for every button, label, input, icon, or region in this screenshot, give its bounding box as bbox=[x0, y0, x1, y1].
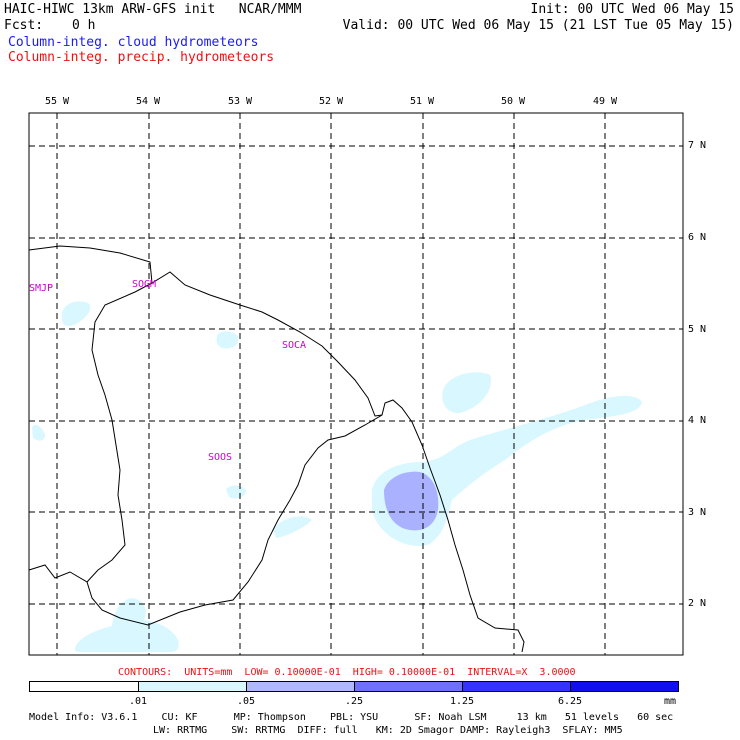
colorbar-label: .05 bbox=[236, 696, 256, 707]
colorbar-label: .25 bbox=[344, 696, 364, 707]
contour-info: CONTOURS: UNITS=mm LOW= 0.10000E-01 HIGH… bbox=[118, 667, 576, 678]
forecast-hour: 0 h bbox=[72, 18, 96, 33]
lat-label-4n: 4 N bbox=[688, 415, 707, 426]
model-info-line2: LW: RRTMG SW: RRTMG DIFF: full KM: 2D Sm… bbox=[153, 725, 623, 736]
station-label: SOOS bbox=[208, 452, 233, 463]
colorbar-label: 1.25 bbox=[449, 696, 475, 707]
colorbar-segment bbox=[29, 681, 139, 692]
lat-label-7n: 7 N bbox=[688, 140, 707, 151]
colorbar-units: mm bbox=[664, 696, 677, 707]
model-info-line1: Model Info: V3.6.1 CU: KF MP: Thompson P… bbox=[29, 712, 674, 723]
lon-label-53w: 53 W bbox=[228, 96, 253, 107]
cloud-contour-medium bbox=[384, 471, 439, 531]
lon-label-50w: 50 W bbox=[501, 96, 526, 107]
station-label: SOCA bbox=[282, 340, 307, 351]
plot-title: HAIC-HIWC 13km ARW-GFS init NCAR/MMM bbox=[4, 2, 302, 17]
field-precip-label: Column-integ. precip. hydrometeors bbox=[8, 50, 275, 65]
colorbar-segment bbox=[354, 681, 463, 692]
lat-label-5n: 5 N bbox=[688, 324, 707, 335]
forecast-label: Fcst: bbox=[4, 18, 44, 33]
map-frame bbox=[28, 112, 684, 656]
colorbar-segment bbox=[138, 681, 247, 692]
lat-label-6n: 6 N bbox=[688, 232, 707, 243]
lon-label-54w: 54 W bbox=[136, 96, 161, 107]
lon-label-52w: 52 W bbox=[319, 96, 344, 107]
colorbar-segment bbox=[246, 681, 355, 692]
colorbar-segment bbox=[570, 681, 679, 692]
coastlines-and-borders bbox=[28, 245, 525, 653]
init-time: Init: 00 UTC Wed 06 May 15 bbox=[530, 2, 735, 17]
cloud-contour-light bbox=[32, 301, 642, 652]
colorbar-segment bbox=[462, 681, 571, 692]
colorbar-label: 6.25 bbox=[557, 696, 583, 707]
valid-time: Valid: 00 UTC Wed 06 May 15 (21 LST Tue … bbox=[342, 18, 734, 33]
lon-label-55w: 55 W bbox=[45, 96, 70, 107]
lat-lon-grid bbox=[29, 113, 683, 655]
lat-label-2n: 2 N bbox=[688, 598, 707, 609]
lon-label-51w: 51 W bbox=[410, 96, 435, 107]
field-cloud-label: Column-integ. cloud hydrometeors bbox=[8, 35, 259, 50]
station-label: SMJP bbox=[29, 283, 54, 294]
lat-label-3n: 3 N bbox=[688, 507, 707, 518]
colorbar-label: .01 bbox=[128, 696, 148, 707]
lon-label-49w: 49 W bbox=[593, 96, 618, 107]
station-label: SOGM bbox=[132, 279, 157, 290]
